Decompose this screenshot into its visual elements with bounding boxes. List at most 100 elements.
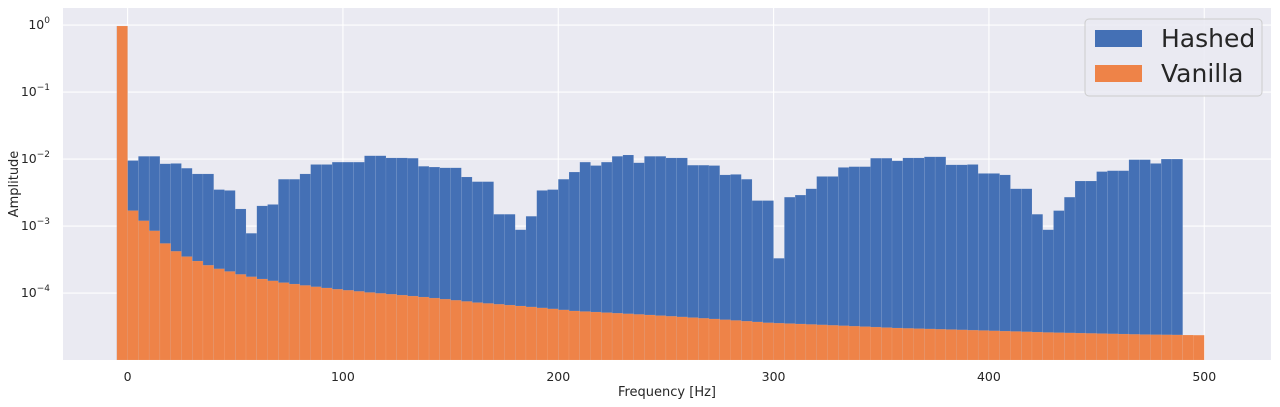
vanilla-bar (1064, 332, 1076, 361)
y-axis-tick-labels: 100 10−1 10−2 10−3 10−4 (21, 16, 50, 300)
vanilla-series-bars (116, 25, 1205, 361)
vanilla-bar (891, 327, 903, 361)
vanilla-bar (321, 287, 333, 361)
vanilla-bar (837, 325, 850, 361)
vanilla-bar (665, 316, 677, 361)
vanilla-bar (116, 25, 128, 361)
x-axis-label: Frequency [Hz] (618, 385, 716, 400)
vanilla-bar (375, 293, 387, 361)
vanilla-bar (934, 329, 947, 361)
legend-swatch-vanilla (1095, 65, 1142, 82)
vanilla-bar (1096, 333, 1108, 361)
vanilla-bar (590, 311, 602, 361)
vanilla-bar (418, 296, 430, 361)
vanilla-bar (224, 271, 236, 361)
vanilla-bar (730, 320, 742, 361)
vanilla-bar (267, 280, 279, 361)
vanilla-bar (1139, 334, 1151, 361)
vanilla-bar (235, 274, 247, 361)
vanilla-bar (1107, 333, 1119, 361)
vanilla-bar (1053, 332, 1065, 361)
vanilla-bar (719, 319, 731, 361)
y-tick-label: 100 (28, 16, 50, 32)
hashed-bar (1128, 159, 1140, 361)
vanilla-bar (676, 316, 688, 361)
vanilla-bar (945, 329, 957, 361)
vanilla-bar (698, 318, 710, 361)
vanilla-bar (256, 278, 268, 361)
vanilla-bar (644, 314, 656, 361)
vanilla-bar (1074, 332, 1087, 361)
vanilla-bar (385, 294, 397, 361)
vanilla-bar (536, 307, 548, 361)
hashed-bar (1096, 171, 1108, 361)
x-tick-label: 500 (1192, 369, 1216, 384)
vanilla-bar (547, 308, 559, 361)
vanilla-bar (568, 310, 580, 361)
vanilla-bar (1085, 333, 1097, 361)
vanilla-bar (1150, 334, 1162, 361)
vanilla-bar (654, 315, 667, 361)
vanilla-bar (1010, 331, 1022, 361)
vanilla-bar (687, 317, 699, 361)
vanilla-bar (331, 289, 344, 361)
hashed-bar (1139, 159, 1151, 361)
vanilla-bar (1171, 334, 1183, 361)
vanilla-bar (202, 265, 214, 361)
vanilla-bar (450, 300, 462, 361)
vanilla-bar (762, 322, 774, 361)
vanilla-bar (396, 294, 408, 361)
vanilla-bar (514, 305, 527, 361)
vanilla-bar (622, 313, 634, 361)
vanilla-bar (148, 230, 161, 361)
x-axis-tick-labels: 0 100 200 300 400 500 (124, 369, 1217, 384)
vanilla-bar (1160, 334, 1173, 361)
vanilla-bar (794, 323, 807, 361)
vanilla-bar (988, 330, 1000, 361)
vanilla-bar (956, 329, 968, 361)
vanilla-bar (805, 324, 817, 361)
vanilla-bar (827, 325, 839, 361)
vanilla-bar (579, 311, 591, 361)
vanilla-bar (611, 312, 624, 361)
vanilla-bar (504, 304, 516, 361)
vanilla-bar (407, 295, 419, 361)
vanilla-bar (493, 304, 505, 361)
vanilla-bar (278, 282, 290, 361)
vanilla-bar (751, 321, 764, 361)
legend: Hashed Vanilla (1084, 18, 1263, 97)
vanilla-bar (159, 243, 171, 361)
x-tick-label: 100 (331, 369, 355, 384)
vanilla-bar (428, 297, 441, 361)
vanilla-bar (741, 320, 753, 361)
vanilla-bar (1193, 334, 1205, 361)
vanilla-bar (913, 328, 925, 361)
vanilla-bar (364, 292, 376, 361)
vanilla-bar (439, 298, 451, 361)
vanilla-bar (213, 268, 225, 361)
vanilla-bar (342, 290, 354, 361)
vanilla-bar (482, 303, 494, 361)
y-tick-label: 10−1 (21, 83, 50, 99)
vanilla-bar (471, 302, 484, 361)
vanilla-bar (708, 318, 720, 361)
vanilla-bar (191, 260, 204, 361)
y-axis-label: Amplitude (7, 151, 22, 218)
vanilla-bar (1042, 332, 1054, 361)
vanilla-bar (138, 220, 150, 361)
hashed-bar (1150, 163, 1162, 361)
vanilla-bar (245, 276, 257, 361)
vanilla-bar (127, 210, 139, 361)
vanilla-bar (181, 256, 193, 361)
y-tick-label: 10−3 (21, 217, 50, 233)
legend-label-vanilla: Vanilla (1161, 59, 1243, 88)
vanilla-bar (977, 330, 990, 361)
vanilla-bar (558, 309, 570, 361)
vanilla-bar (859, 326, 871, 361)
vanilla-bar (902, 328, 914, 361)
vanilla-bar (1128, 334, 1140, 361)
vanilla-bar (1182, 334, 1194, 361)
vanilla-bar (967, 329, 979, 361)
vanilla-bar (1031, 331, 1043, 361)
vanilla-bar (170, 251, 182, 361)
